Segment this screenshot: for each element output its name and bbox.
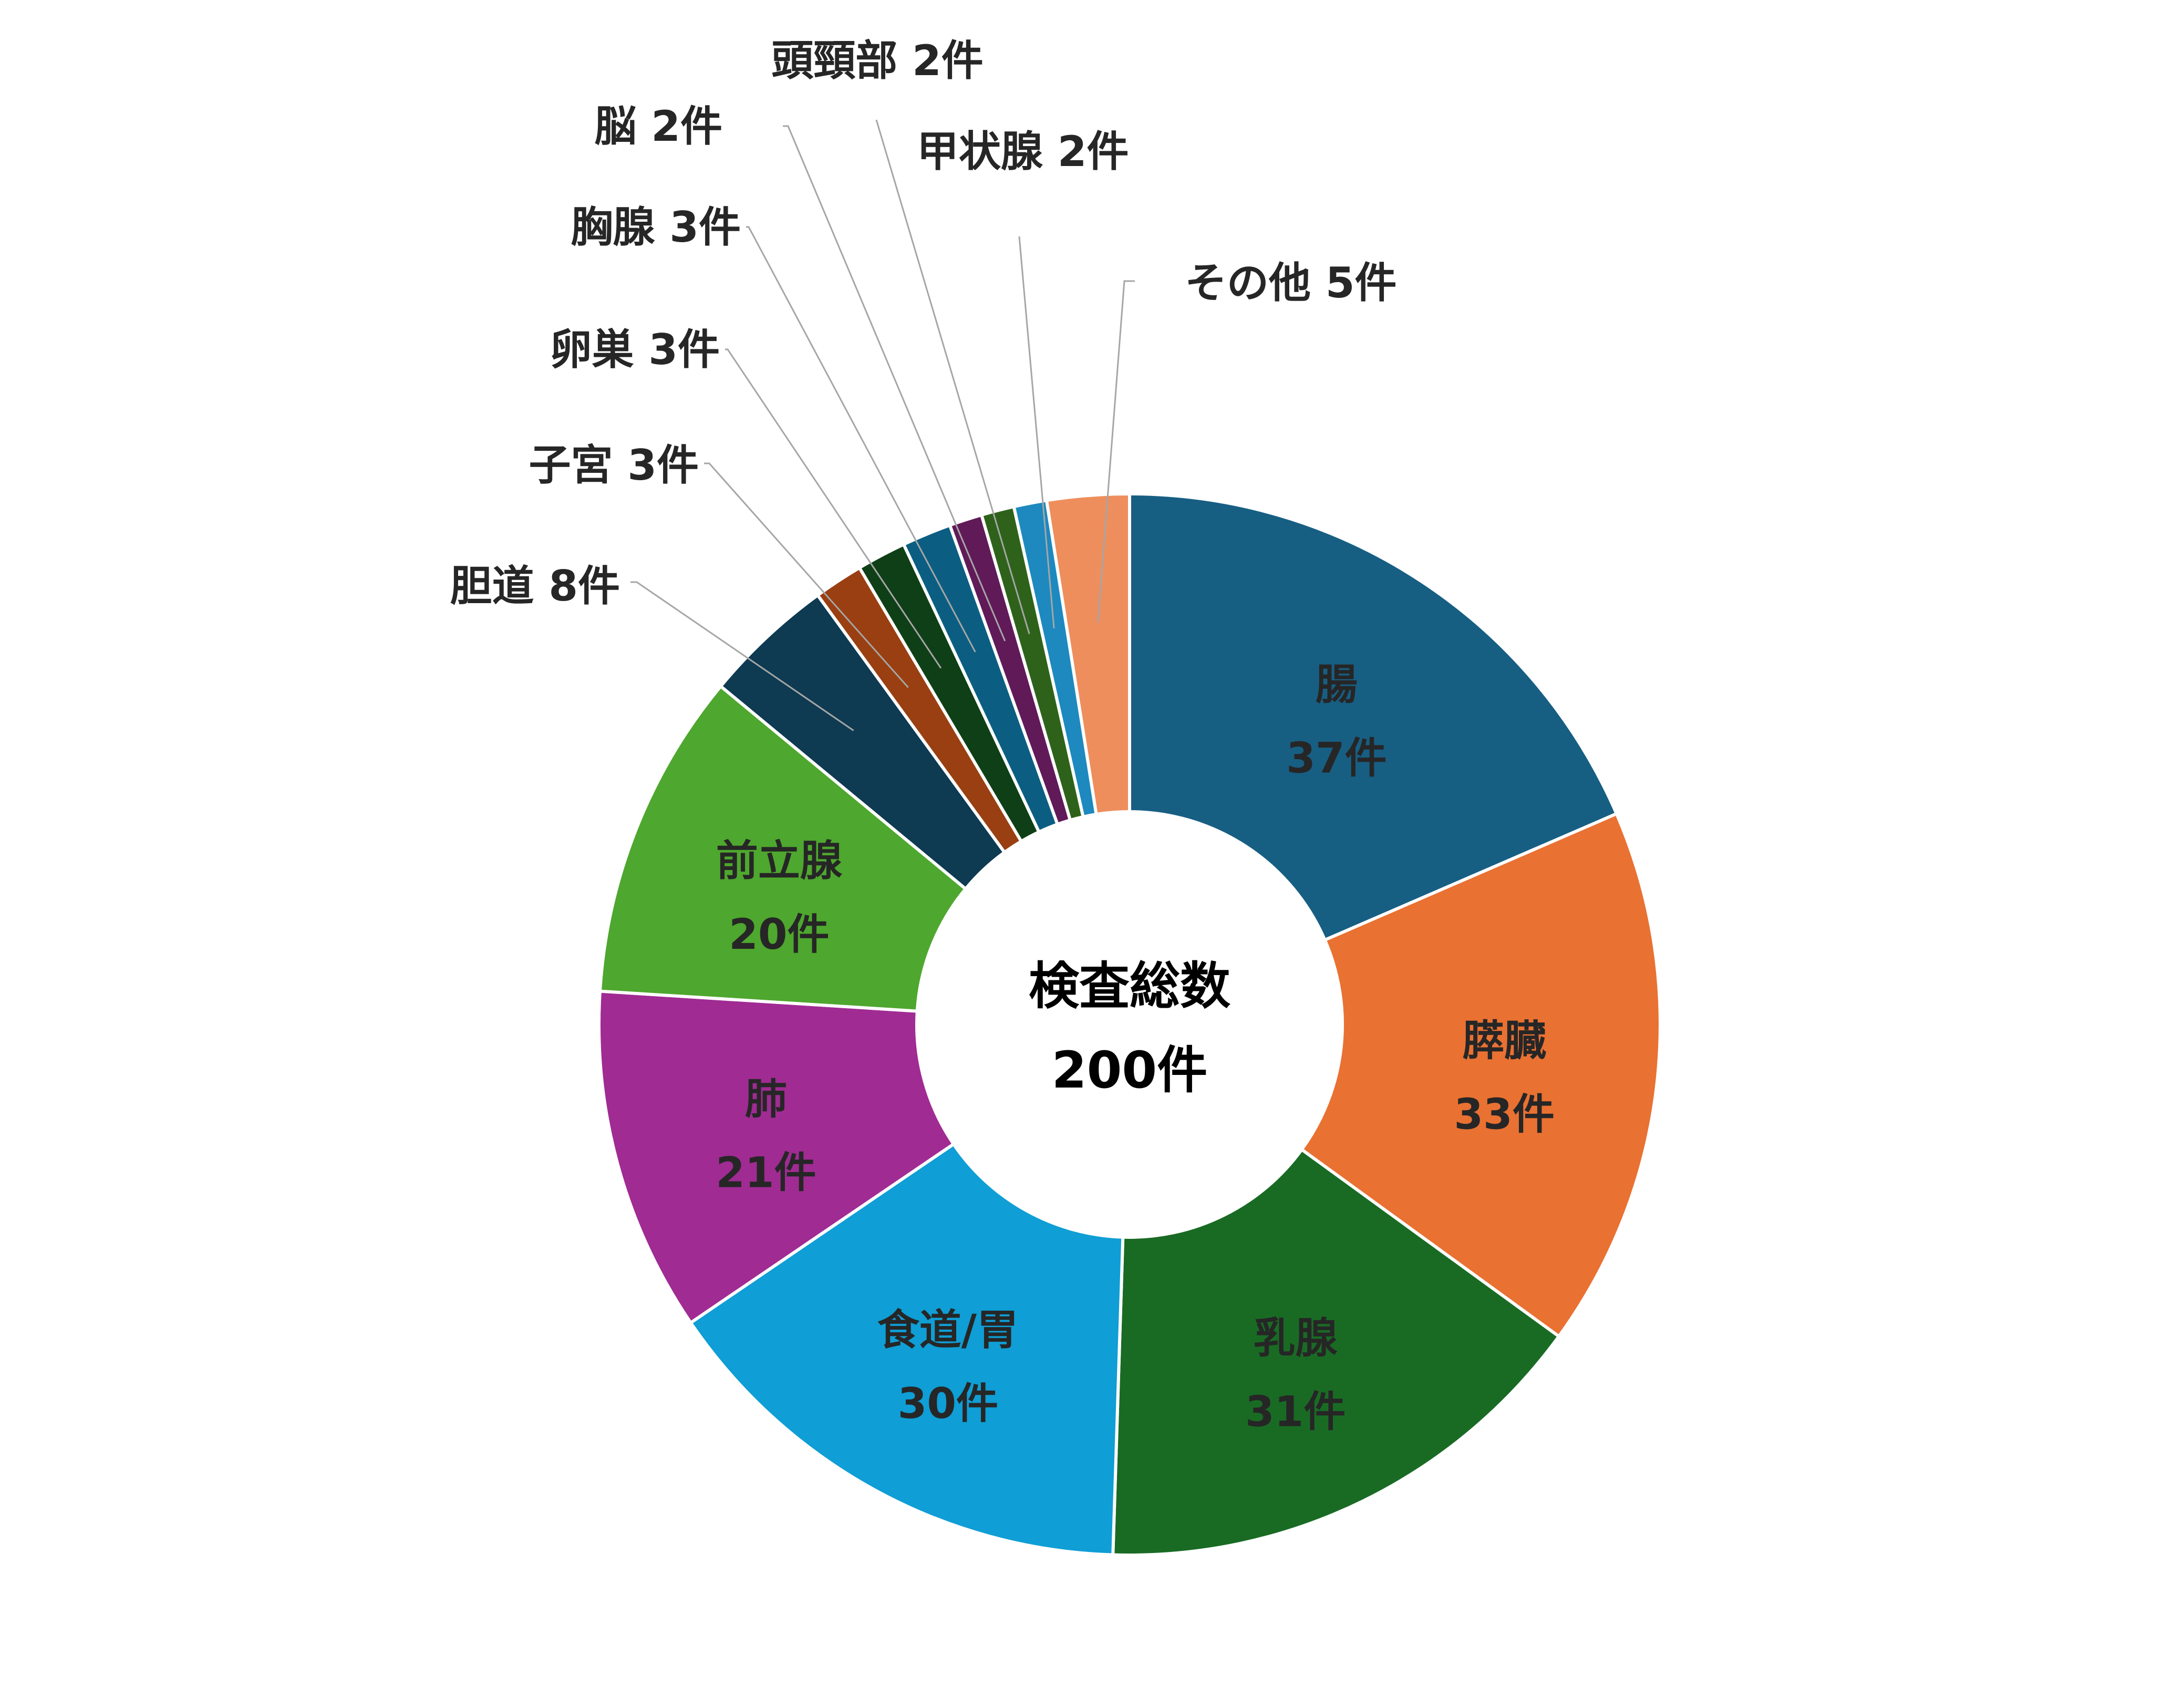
slice-value-5: 20件 [729, 910, 829, 959]
slice-4 [597, 989, 956, 1325]
slice-3 [688, 1142, 1125, 1557]
leader-line-10 [783, 125, 1006, 641]
leader-line-7 [704, 462, 909, 688]
slice-1 [1299, 811, 1662, 1339]
slice-label-0: 腸 [1316, 660, 1358, 709]
slice-2 [1111, 1147, 1561, 1557]
slice-outer-label-13: その他 5件 [1185, 258, 1397, 307]
slice-outer-label-12: 甲状腺 2件 [917, 127, 1129, 176]
slice-value-4: 21件 [716, 1148, 816, 1197]
slice-outer-label-6: 胆道 8件 [450, 562, 620, 610]
slice-value-3: 30件 [898, 1379, 998, 1428]
slice-label-4: 肺 [745, 1074, 787, 1123]
slice-value-2: 31件 [1245, 1387, 1346, 1436]
leader-line-8 [725, 348, 942, 669]
slice-5 [598, 684, 968, 1013]
slice-label-3: 食道/胃 [877, 1306, 1019, 1354]
slice-value-1: 33件 [1454, 1090, 1555, 1139]
slice-value-0: 37件 [1286, 733, 1386, 782]
leader-line-13 [1097, 280, 1135, 623]
leader-line-11 [875, 119, 1030, 635]
slice-13 [1044, 492, 1131, 816]
center-label-title: 検査総数 [1029, 957, 1230, 1016]
center-label-total: 200件 [1052, 1041, 1207, 1100]
leader-line-12 [1018, 236, 1055, 629]
slice-outer-label-10: 脳 2件 [594, 102, 722, 151]
leader-line-9 [746, 226, 976, 653]
donut-slices [597, 492, 1662, 1557]
slice-outer-label-7: 子宮 3件 [529, 441, 699, 490]
leader-line-6 [630, 581, 854, 731]
slice-label-2: 乳腺 [1254, 1313, 1338, 1362]
slice-label-5: 前立腺 [716, 836, 843, 885]
slice-outer-label-9: 胸腺 3件 [571, 203, 741, 252]
leader-lines [630, 119, 1135, 731]
slice-label-1: 膵臓 [1462, 1017, 1546, 1065]
slice-outer-label-11: 頭頸部 2件 [771, 36, 984, 85]
slice-0 [1128, 492, 1619, 943]
slice-outer-label-8: 卵巣 3件 [550, 325, 720, 374]
